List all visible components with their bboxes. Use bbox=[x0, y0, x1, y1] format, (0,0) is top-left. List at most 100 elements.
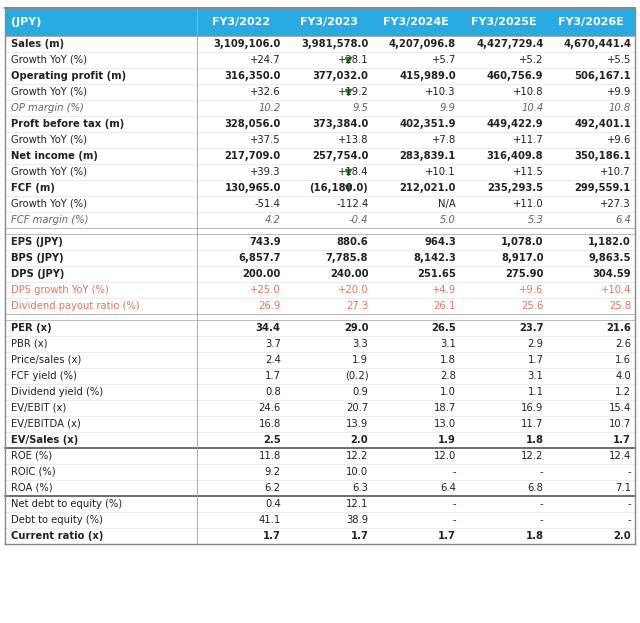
Text: 20.7: 20.7 bbox=[346, 403, 368, 413]
Text: 240.00: 240.00 bbox=[330, 269, 368, 279]
Text: Dividend payout ratio (%): Dividend payout ratio (%) bbox=[11, 301, 140, 311]
Text: 27.3: 27.3 bbox=[346, 301, 368, 311]
Text: +37.5: +37.5 bbox=[250, 135, 281, 145]
Text: 26.5: 26.5 bbox=[431, 323, 456, 333]
Text: +24.7: +24.7 bbox=[250, 55, 281, 65]
Text: 0.8: 0.8 bbox=[265, 387, 281, 397]
Text: 6.4: 6.4 bbox=[615, 215, 631, 225]
Text: 21.6: 21.6 bbox=[606, 323, 631, 333]
Text: +32.6: +32.6 bbox=[250, 87, 281, 97]
Text: 4.2: 4.2 bbox=[265, 215, 281, 225]
Text: 1,078.0: 1,078.0 bbox=[501, 237, 543, 247]
Text: BPS (JPY): BPS (JPY) bbox=[11, 253, 63, 263]
Text: +10.3: +10.3 bbox=[426, 87, 456, 97]
Text: 328,056.0: 328,056.0 bbox=[225, 119, 281, 129]
Text: +7.8: +7.8 bbox=[431, 135, 456, 145]
Text: 402,351.9: 402,351.9 bbox=[399, 119, 456, 129]
Text: FY3/2022: FY3/2022 bbox=[212, 17, 270, 27]
Text: +20.0: +20.0 bbox=[338, 285, 368, 295]
Text: 316,350.0: 316,350.0 bbox=[225, 71, 281, 81]
Text: +4.9: +4.9 bbox=[431, 285, 456, 295]
Text: -: - bbox=[540, 467, 543, 477]
Text: 1.9: 1.9 bbox=[438, 435, 456, 445]
Text: FY3/2026E: FY3/2026E bbox=[558, 17, 624, 27]
Text: 10.8: 10.8 bbox=[609, 103, 631, 113]
Text: 251.65: 251.65 bbox=[417, 269, 456, 279]
Text: 18.7: 18.7 bbox=[434, 403, 456, 413]
Text: Growth YoY (%): Growth YoY (%) bbox=[11, 199, 87, 209]
Text: (JPY): (JPY) bbox=[11, 17, 42, 27]
Text: 12.0: 12.0 bbox=[434, 451, 456, 461]
Text: 299,559.1: 299,559.1 bbox=[575, 183, 631, 193]
Text: ROA (%): ROA (%) bbox=[11, 483, 52, 493]
Text: +18.4: +18.4 bbox=[338, 167, 368, 177]
Text: 26.9: 26.9 bbox=[259, 301, 281, 311]
Text: 2.5: 2.5 bbox=[263, 435, 281, 445]
Text: 3.1: 3.1 bbox=[440, 339, 456, 349]
Text: -112.4: -112.4 bbox=[336, 199, 368, 209]
Text: 6,857.7: 6,857.7 bbox=[238, 253, 281, 263]
Text: 1.7: 1.7 bbox=[527, 355, 543, 365]
Text: 1,182.0: 1,182.0 bbox=[588, 237, 631, 247]
Text: 1.8: 1.8 bbox=[440, 355, 456, 365]
Text: 1.7: 1.7 bbox=[438, 531, 456, 541]
Text: +5.7: +5.7 bbox=[431, 55, 456, 65]
Text: 12.2: 12.2 bbox=[521, 451, 543, 461]
Text: FY3/2025E: FY3/2025E bbox=[471, 17, 536, 27]
Text: Operating profit (m): Operating profit (m) bbox=[11, 71, 126, 81]
Text: 24.6: 24.6 bbox=[259, 403, 281, 413]
Text: +11.5: +11.5 bbox=[513, 167, 543, 177]
Text: 1.6: 1.6 bbox=[615, 355, 631, 365]
Text: 275.90: 275.90 bbox=[505, 269, 543, 279]
Text: 304.59: 304.59 bbox=[593, 269, 631, 279]
Text: OP margin (%): OP margin (%) bbox=[11, 103, 84, 113]
Text: 1.8: 1.8 bbox=[525, 531, 543, 541]
Text: 257,754.0: 257,754.0 bbox=[312, 151, 368, 161]
Text: Net debt to equity (%): Net debt to equity (%) bbox=[11, 499, 122, 509]
Text: 415,989.0: 415,989.0 bbox=[399, 71, 456, 81]
Text: 2.6: 2.6 bbox=[615, 339, 631, 349]
Text: 3.1: 3.1 bbox=[527, 371, 543, 381]
Text: 10.0: 10.0 bbox=[346, 467, 368, 477]
Text: 200.00: 200.00 bbox=[243, 269, 281, 279]
Text: 2.8: 2.8 bbox=[440, 371, 456, 381]
Text: EV/Sales (x): EV/Sales (x) bbox=[11, 435, 78, 445]
Text: FCF (m): FCF (m) bbox=[11, 183, 55, 193]
Text: -: - bbox=[540, 515, 543, 525]
Text: -: - bbox=[452, 499, 456, 509]
Text: 9,863.5: 9,863.5 bbox=[589, 253, 631, 263]
Text: 3.3: 3.3 bbox=[353, 339, 368, 349]
Text: +10.1: +10.1 bbox=[425, 167, 456, 177]
Text: 23.7: 23.7 bbox=[519, 323, 543, 333]
Text: 743.9: 743.9 bbox=[249, 237, 281, 247]
Text: 6.4: 6.4 bbox=[440, 483, 456, 493]
Text: 1.7: 1.7 bbox=[351, 531, 368, 541]
Text: 350,186.1: 350,186.1 bbox=[574, 151, 631, 161]
Text: 15.4: 15.4 bbox=[609, 403, 631, 413]
Text: 460,756.9: 460,756.9 bbox=[487, 71, 543, 81]
Text: ROE (%): ROE (%) bbox=[11, 451, 52, 461]
Text: 13.9: 13.9 bbox=[346, 419, 368, 429]
Text: EV/EBIT (x): EV/EBIT (x) bbox=[11, 403, 67, 413]
Text: +28.1: +28.1 bbox=[338, 55, 368, 65]
Text: 13.0: 13.0 bbox=[434, 419, 456, 429]
Text: 6.8: 6.8 bbox=[527, 483, 543, 493]
Text: 16.8: 16.8 bbox=[259, 419, 281, 429]
Text: 1.8: 1.8 bbox=[525, 435, 543, 445]
Text: 4,207,096.8: 4,207,096.8 bbox=[388, 39, 456, 49]
Text: DPS growth YoY (%): DPS growth YoY (%) bbox=[11, 285, 109, 295]
Text: -0.4: -0.4 bbox=[349, 215, 368, 225]
Text: -: - bbox=[540, 499, 543, 509]
Text: 12.2: 12.2 bbox=[346, 451, 368, 461]
Text: 3,109,106.0: 3,109,106.0 bbox=[214, 39, 281, 49]
Text: 7,785.8: 7,785.8 bbox=[326, 253, 368, 263]
Text: Dividend yield (%): Dividend yield (%) bbox=[11, 387, 103, 397]
Text: Price/sales (x): Price/sales (x) bbox=[11, 355, 81, 365]
Text: Growth YoY (%): Growth YoY (%) bbox=[11, 87, 87, 97]
Text: Sales (m): Sales (m) bbox=[11, 39, 64, 49]
Text: -: - bbox=[627, 515, 631, 525]
Text: +19.2: +19.2 bbox=[337, 87, 368, 97]
Text: -51.4: -51.4 bbox=[255, 199, 281, 209]
Text: +27.3: +27.3 bbox=[600, 199, 631, 209]
Text: +39.3: +39.3 bbox=[250, 167, 281, 177]
